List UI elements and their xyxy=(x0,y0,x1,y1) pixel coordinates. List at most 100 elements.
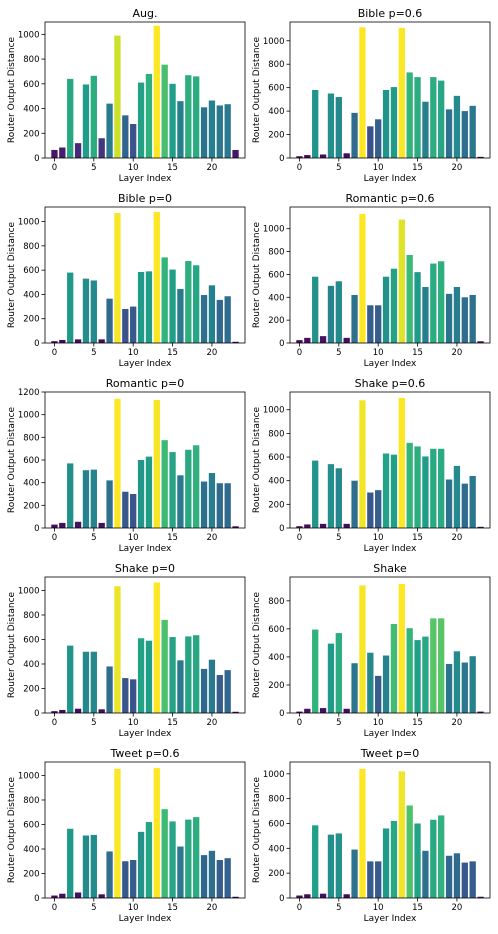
bar xyxy=(438,815,445,898)
x-tick-label: 5 xyxy=(336,718,341,728)
bar xyxy=(232,896,239,898)
y-tick-label: 600 xyxy=(268,84,284,94)
bar xyxy=(200,855,208,898)
y-tick-label: 400 xyxy=(268,844,284,854)
bar xyxy=(445,855,453,898)
x-tick-label: 20 xyxy=(452,163,463,173)
y-tick-label: 600 xyxy=(23,456,39,466)
x-tick-label: 5 xyxy=(336,903,341,913)
bar xyxy=(161,809,168,898)
bar xyxy=(430,618,437,713)
y-tick-label: 1000 xyxy=(18,586,40,596)
x-tick-label: 5 xyxy=(336,533,341,543)
bar xyxy=(130,679,137,713)
bar xyxy=(216,299,223,343)
bar xyxy=(177,475,184,528)
bar xyxy=(469,105,476,158)
bar xyxy=(185,819,192,898)
bar xyxy=(114,35,121,158)
bar xyxy=(327,464,335,528)
x-tick-label: 5 xyxy=(91,718,96,728)
y-tick-label: 800 xyxy=(23,242,39,252)
bar xyxy=(375,490,382,528)
bar xyxy=(319,154,327,158)
bar xyxy=(375,119,382,158)
bar xyxy=(319,893,327,898)
bar xyxy=(398,397,405,528)
y-tick-label: 600 xyxy=(23,266,39,276)
bar xyxy=(375,861,382,898)
bar xyxy=(106,480,113,528)
bar xyxy=(145,456,153,528)
bar xyxy=(153,768,160,898)
bar xyxy=(438,618,445,713)
bar xyxy=(343,708,350,713)
bar xyxy=(193,817,200,898)
bar xyxy=(153,211,160,343)
bar xyxy=(98,709,105,713)
x-tick-label: 15 xyxy=(412,163,423,173)
bar xyxy=(114,398,121,528)
bar xyxy=(469,475,476,528)
y-tick-label: 0 xyxy=(34,894,39,904)
y-tick-label: 1200 xyxy=(18,388,40,398)
bar xyxy=(193,265,200,343)
bar xyxy=(304,155,311,158)
y-tick-label: 1000 xyxy=(18,771,40,781)
bar xyxy=(359,400,366,528)
chart-2: 0 200 400 600 800 1000 0 5 10 15 20 Bible p=0 Layer … xyxy=(7,192,246,369)
x-axis-label: Layer Index xyxy=(364,729,417,739)
chart-1: 0 200 400 600 800 1000 0 5 10 15 20 Bible p=0.6 Laye… xyxy=(252,7,491,184)
bar xyxy=(422,101,429,158)
bar xyxy=(106,666,113,713)
bar xyxy=(106,298,113,343)
chart-title: Romantic p=0.6 xyxy=(346,192,435,205)
bar xyxy=(74,339,82,343)
x-tick-label: 0 xyxy=(297,533,302,543)
bar xyxy=(477,711,484,713)
chart-5: 0 200 400 600 800 1000 0 5 10 15 20 Shake p=0.6 Laye… xyxy=(252,377,491,554)
y-tick-label: 800 xyxy=(23,55,39,65)
y-tick-label: 0 xyxy=(279,709,284,719)
bar xyxy=(398,771,405,898)
y-tick-label: 800 xyxy=(23,433,39,443)
bar xyxy=(67,645,74,713)
bar xyxy=(398,219,405,343)
bar xyxy=(82,278,90,343)
bar xyxy=(335,633,342,713)
bar xyxy=(51,524,58,528)
bar xyxy=(51,711,58,713)
bar xyxy=(430,77,437,158)
bar xyxy=(422,636,429,713)
bar xyxy=(319,523,327,528)
bar xyxy=(153,399,160,528)
bar xyxy=(130,124,137,158)
y-tick-label: 400 xyxy=(23,290,39,300)
bar xyxy=(137,82,145,158)
y-tick-label: 1000 xyxy=(18,411,40,421)
bar xyxy=(122,861,129,898)
bar xyxy=(477,341,484,343)
bar xyxy=(304,524,311,528)
bar xyxy=(59,709,66,713)
x-tick-label: 5 xyxy=(91,533,96,543)
bar xyxy=(122,678,129,713)
bar xyxy=(59,522,66,528)
bar xyxy=(59,147,66,158)
bar xyxy=(438,80,445,158)
x-axis-label: Layer Index xyxy=(364,174,417,184)
y-tick-label: 400 xyxy=(268,293,284,303)
bar xyxy=(367,861,374,898)
y-tick-label: 200 xyxy=(268,131,284,141)
chart-6: 0 200 400 600 800 1000 0 5 10 15 20 Shake p=0 Layer … xyxy=(7,562,246,739)
chart-title: Shake p=0 xyxy=(115,562,175,575)
y-tick-label: 1000 xyxy=(263,770,285,780)
bar xyxy=(232,711,239,713)
x-tick-label: 20 xyxy=(452,533,463,543)
y-axis-label: Router Output Distance xyxy=(252,221,262,328)
bar xyxy=(224,483,231,528)
x-tick-label: 0 xyxy=(297,718,302,728)
bar xyxy=(208,659,216,713)
x-tick-label: 20 xyxy=(207,163,218,173)
x-tick-label: 15 xyxy=(167,903,178,913)
